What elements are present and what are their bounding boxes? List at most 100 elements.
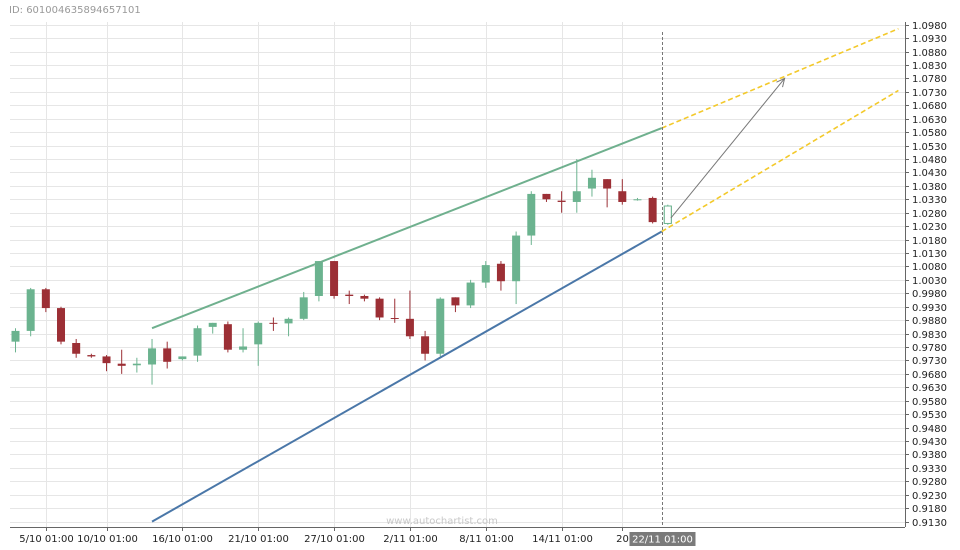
y-tick-label: 0.9580	[912, 397, 947, 408]
candle-body	[405, 318, 414, 337]
y-tick-label: 1.0280	[912, 209, 947, 220]
y-tick-label: 1.0580	[912, 128, 947, 139]
candle-body	[436, 298, 445, 354]
y-tick-label: 0.9530	[912, 410, 947, 421]
cursor-date-tag	[629, 532, 696, 546]
candle-body	[345, 294, 354, 296]
candle-body	[87, 355, 96, 357]
y-tick-label: 0.9430	[912, 437, 947, 448]
candle-body	[208, 322, 217, 327]
candle-body	[466, 282, 475, 306]
x-tick-label: 14/11 01:00	[532, 534, 593, 545]
candle-body	[451, 297, 460, 306]
x-tick-label: 16/10 01:00	[152, 534, 213, 545]
y-tick-label: 0.9730	[912, 356, 947, 367]
y-tick-label: 1.0730	[912, 88, 947, 99]
y-tick-label: 1.0330	[912, 195, 947, 206]
candle-body	[633, 199, 642, 201]
y-tick-label: 1.0480	[912, 155, 947, 166]
trend-lines	[151, 27, 899, 527]
candle-body	[587, 177, 596, 189]
y-tick-label: 0.9930	[912, 303, 947, 314]
y-tick-label: 0.9180	[912, 504, 947, 515]
candle-body	[178, 356, 187, 360]
y-tick-label: 0.9380	[912, 450, 947, 461]
candle-body	[284, 318, 293, 324]
y-tick-label: 0.9480	[912, 424, 947, 435]
y-tick-label: 1.0230	[912, 222, 947, 233]
candle-body	[254, 322, 263, 345]
y-tick-label: 1.0530	[912, 142, 947, 153]
x-tick-label: 2/11 01:00	[383, 534, 437, 545]
forecast-arrow-head	[776, 77, 786, 88]
candle-body	[72, 342, 81, 354]
y-tick-label: 1.0380	[912, 182, 947, 193]
candle-body	[603, 179, 612, 189]
x-tick-label: 5/10 01:00	[19, 534, 73, 545]
y-tick-label: 1.0430	[912, 168, 947, 179]
projected-candle-body	[663, 205, 672, 224]
candle-body	[41, 289, 50, 309]
y-tick-label: 0.9680	[912, 370, 947, 381]
candle-body	[618, 191, 627, 202]
y-tick-label: 1.0680	[912, 101, 947, 112]
candle-body	[390, 318, 399, 320]
support-trendline	[151, 230, 663, 523]
candle-body	[163, 348, 172, 362]
y-tick-label: 0.9130	[912, 518, 947, 529]
candle-body	[314, 261, 323, 296]
y-tick-label: 1.0930	[912, 34, 947, 45]
y-tick-label: 0.9230	[912, 491, 947, 502]
candle-body	[117, 363, 126, 366]
candle-body	[375, 298, 384, 318]
candle-body	[542, 193, 551, 200]
candle-body	[421, 336, 430, 354]
candle-body	[496, 263, 505, 282]
candle-body	[132, 363, 141, 366]
candle-body	[572, 191, 581, 202]
candle-body	[330, 261, 339, 296]
candle-body	[102, 356, 111, 364]
candle-body	[57, 308, 66, 342]
watermark: www.autochartist.com	[386, 516, 498, 527]
y-tick-label: 1.0880	[912, 48, 947, 59]
candle-body	[360, 295, 369, 299]
candle-body	[557, 200, 566, 202]
candle-body	[527, 193, 536, 236]
candle-body	[299, 297, 308, 319]
candle-body	[239, 346, 248, 350]
y-tick-label: 1.0180	[912, 236, 947, 247]
candle-body	[512, 235, 521, 282]
candle-body	[269, 322, 278, 324]
candle-body	[148, 348, 157, 365]
y-tick-label: 1.0080	[912, 262, 947, 273]
candle-body	[223, 324, 232, 350]
y-tick-label: 0.9330	[912, 464, 947, 475]
y-tick-label: 1.0030	[912, 276, 947, 287]
y-tick-label: 0.9830	[912, 330, 947, 341]
x-tick-label: 10/10 01:00	[77, 534, 138, 545]
projection-lower-line	[661, 89, 899, 233]
forecast-arrow-line	[670, 78, 786, 219]
projection-upper-line	[661, 27, 899, 129]
candle-body	[26, 289, 35, 331]
axes: 1.0980 1.0930 1.0880 1.0830 1.0780 1.0730 1.06…	[10, 21, 947, 546]
grid	[10, 22, 905, 527]
cursor-date-label: 22/11 01:00	[632, 535, 693, 546]
chart-id-label: ID: 601004635894657101	[9, 5, 141, 16]
resistance-trendline	[151, 127, 663, 330]
y-tick-label: 0.9280	[912, 477, 947, 488]
y-tick-label: 0.9630	[912, 383, 947, 394]
y-tick-label: 1.0780	[912, 74, 947, 85]
y-tick-label: 1.0830	[912, 61, 947, 72]
x-tick-label: 27/10 01:00	[304, 534, 365, 545]
candle-body	[11, 330, 20, 342]
y-tick-label: 1.0980	[912, 21, 947, 32]
y-tick-label: 1.0130	[912, 249, 947, 260]
y-tick-label: 1.0630	[912, 115, 947, 126]
candle-body	[481, 265, 490, 283]
x-tick-label: 20	[616, 534, 629, 545]
x-tick-label: 21/10 01:00	[228, 534, 289, 545]
y-tick-label: 0.9780	[912, 343, 947, 354]
